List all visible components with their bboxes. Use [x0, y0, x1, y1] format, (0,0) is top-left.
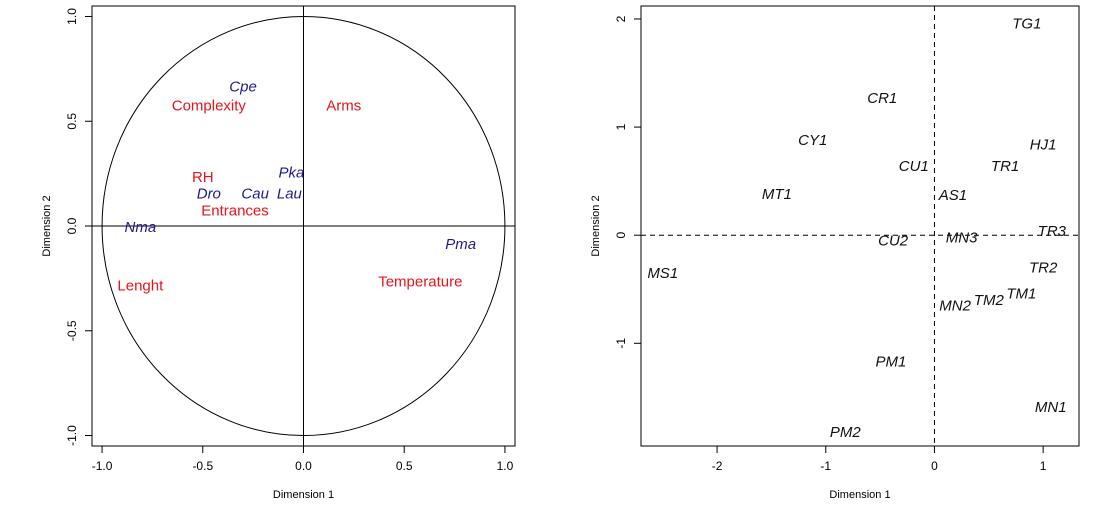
c2-y-tick-label: 2	[614, 15, 628, 22]
c2-individual-label: MT1	[762, 186, 792, 203]
c2-individual-label: MN1	[1035, 399, 1067, 416]
c1-variable-label: Lenght	[117, 278, 164, 295]
c2-individual-label: TR3	[1038, 223, 1067, 240]
c1-variable-label: Cpe	[229, 79, 257, 96]
c1-variable-label: Pka	[278, 165, 304, 182]
c2-x-tick-label: -2	[712, 459, 723, 473]
c2-individual-label: TR2	[1029, 260, 1058, 277]
c2-x-axis-title: Dimension 1	[829, 489, 890, 501]
c1-x-tick-label: 0.0	[295, 459, 312, 473]
c1-variable-label: Cau	[241, 186, 269, 203]
c2-individual-label: CR1	[867, 90, 897, 107]
c2-y-axis-title: Dimension 2	[590, 195, 602, 256]
c1-variable-label: Lau	[277, 186, 303, 203]
c1-variable-label: RH	[192, 169, 214, 186]
c2-individual-label: MS1	[647, 265, 678, 282]
c2-x-tick-label: 0	[931, 459, 938, 473]
c1-unit-circle	[101, 15, 506, 437]
correlation-circle-chart: -1.0 -0.5 0.0 0.5 1.0 -1.0 -0.5 0.0 0.5 1.0 Dimens…	[41, 5, 516, 501]
individuals-factor-map-chart: -2 -1 0 1 -1 0 1 2 Dimension 1 Dimension 2 TG1 CR1 C…	[590, 5, 1080, 501]
c2-individual-label: MN2	[939, 298, 971, 315]
c1-x-tick-label: -1.0	[92, 459, 113, 473]
c2-individual-label: CU1	[899, 158, 929, 175]
c2-y-tick-label: 0	[614, 232, 628, 239]
c1-x-tick-label: 1.0	[497, 459, 514, 473]
c2-individual-label: TM1	[1006, 286, 1036, 303]
c2-individual-label: MN3	[946, 229, 978, 246]
c1-y-axis-title: Dimension 2	[41, 195, 53, 256]
c2-x-tick-label: 1	[1040, 459, 1047, 473]
c1-x-tick-label: -0.5	[192, 459, 213, 473]
c2-individual-label: HJ1	[1030, 136, 1057, 153]
c1-y-tick-label: 0.0	[65, 217, 79, 234]
c2-individual-label: PM2	[830, 424, 862, 441]
c1-y-tick-label: -0.5	[65, 320, 79, 341]
c1-x-axis-title: Dimension 1	[273, 489, 334, 501]
c1-variable-label: Temperature	[378, 274, 462, 291]
c1-variable-label: Dro	[197, 186, 221, 203]
c2-y-tick-label: -1	[614, 338, 628, 349]
c2-individual-label: CY1	[798, 132, 827, 149]
c2-y-tick-label: 1	[614, 123, 628, 130]
c1-variable-label: Arms	[326, 98, 361, 115]
c2-individual-label: PM1	[876, 354, 907, 371]
c2-individual-label: TG1	[1012, 15, 1041, 32]
c1-variable-label: Pma	[445, 236, 476, 253]
c2-individual-label: CU2	[878, 233, 909, 250]
c1-y-tick-label: 0.5	[65, 113, 79, 130]
c1-y-tick-label: 1.0	[65, 8, 79, 25]
c2-plot-frame	[640, 5, 1080, 447]
c2-individual-label: TM2	[974, 292, 1005, 309]
c1-variable-label: Complexity	[172, 98, 247, 115]
c1-variable-label: Entrances	[201, 202, 269, 219]
c2-individual-label: AS1	[938, 187, 967, 204]
c2-individual-label: TR1	[991, 158, 1019, 175]
c1-y-tick-label: -1.0	[65, 425, 79, 446]
c2-x-tick-label: -1	[820, 459, 831, 473]
c1-variable-label: Nma	[125, 219, 157, 236]
c1-x-tick-label: 0.5	[396, 459, 413, 473]
